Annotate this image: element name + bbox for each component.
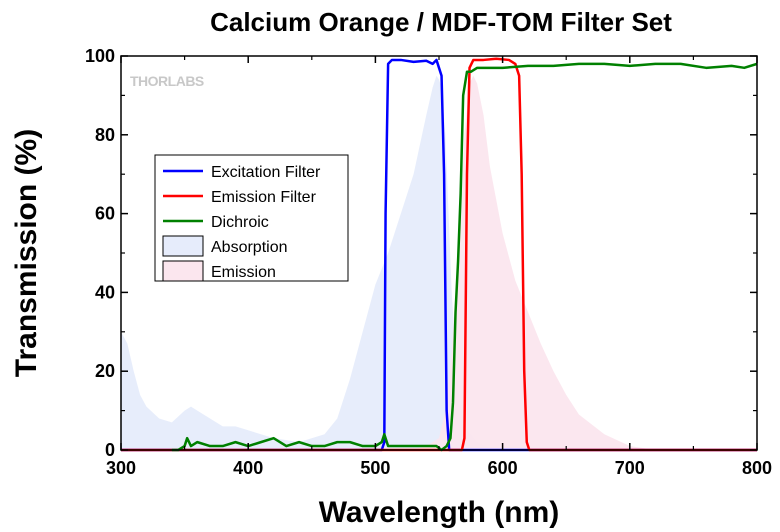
- y-tick-label-100: 100: [85, 46, 115, 66]
- area-series-layer: [121, 75, 656, 450]
- legend-swatch-absorption: [162, 235, 204, 257]
- legend-label-dichroic: Dichroic: [211, 214, 269, 231]
- x-tick-label-400: 400: [233, 458, 263, 478]
- legend-label-absorption: Absorption: [211, 239, 288, 256]
- legend-label-emission-filter: Emission Filter: [211, 189, 317, 206]
- chart-title: Calcium Orange / MDF-TOM Filter Set: [210, 7, 672, 37]
- x-tick-label-500: 500: [360, 458, 390, 478]
- series-dichroic-line: [171, 62, 758, 452]
- series-absorption-area: [121, 75, 503, 450]
- y-tick-label-20: 20: [95, 361, 115, 381]
- x-tick-label-300: 300: [106, 458, 136, 478]
- x-tick-label-800: 800: [742, 458, 772, 478]
- y-tick-label-60: 60: [95, 204, 115, 224]
- y-tick-label-0: 0: [105, 440, 115, 460]
- x-tick-label-700: 700: [615, 458, 645, 478]
- legend-swatch-emission: [162, 260, 204, 282]
- series-excitation-filter-line: [121, 58, 757, 452]
- x-tick-label-600: 600: [488, 458, 518, 478]
- y-tick-label-40: 40: [95, 282, 115, 302]
- watermark-logo: THORLABS: [130, 73, 204, 89]
- x-axis-title: Wavelength (nm): [319, 496, 560, 529]
- x-axis: 300 400 500 600 700 800: [106, 56, 772, 478]
- legend: Excitation Filter Emission Filter Dichroic…: [154, 154, 349, 282]
- legend-box: [154, 154, 349, 282]
- y-axis: 0 20 40 60 80 100: [85, 46, 757, 460]
- legend-label-excitation-filter: Excitation Filter: [211, 164, 321, 181]
- y-tick-label-80: 80: [95, 125, 115, 145]
- series-emission-area: [413, 75, 656, 450]
- y-axis-title: Transmission (%): [10, 129, 43, 377]
- legend-label-emission: Emission: [211, 264, 276, 281]
